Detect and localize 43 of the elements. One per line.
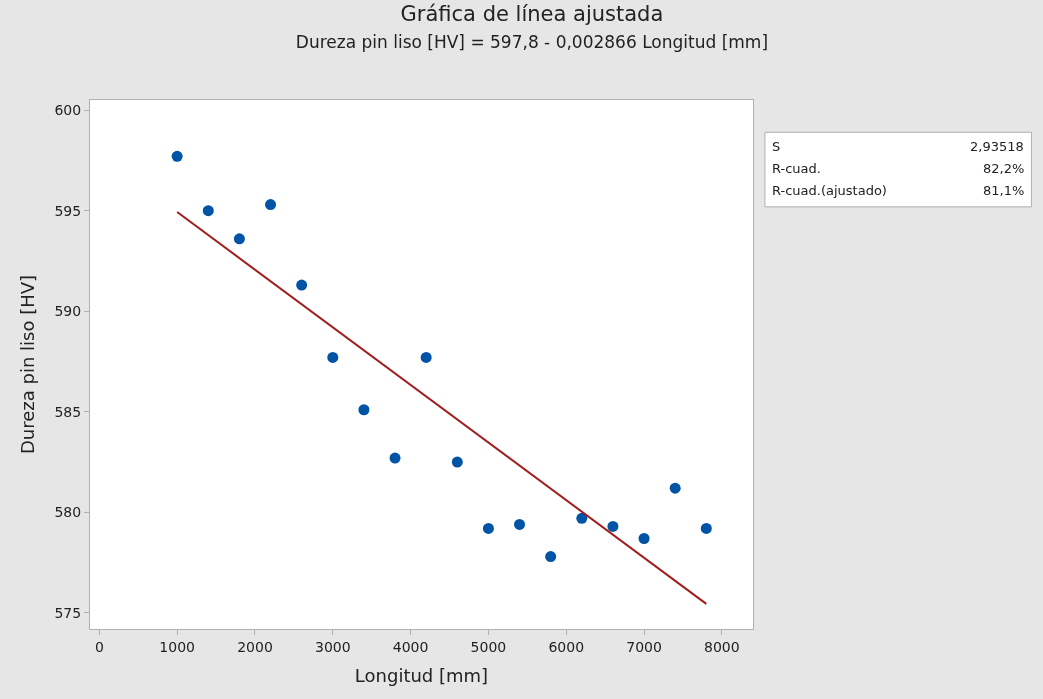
text: R-cuad. xyxy=(772,161,821,176)
x-tick-label: 6000 xyxy=(548,638,585,655)
point xyxy=(327,351,339,363)
text: R-cuad.(ajustado) xyxy=(772,183,887,198)
point xyxy=(420,351,432,363)
x-axis-title: Longitud [mm] xyxy=(354,664,489,686)
point xyxy=(482,522,494,534)
x-tick-label: 5000 xyxy=(470,638,507,655)
x-tick-label: 8000 xyxy=(704,638,740,655)
point xyxy=(296,279,308,291)
point xyxy=(607,520,619,532)
chart-subtitle: Dureza pin liso [HV] = 597,8 - 0,002866 Longitud [mm] xyxy=(295,32,769,53)
x-tick-label: 4000 xyxy=(392,638,429,655)
text: S xyxy=(772,139,781,154)
point xyxy=(265,199,277,211)
point xyxy=(700,522,712,534)
point xyxy=(389,452,401,464)
x-tick-label: 2000 xyxy=(237,638,273,655)
point xyxy=(451,456,463,468)
point xyxy=(358,404,370,416)
x-tick-label: 0 xyxy=(94,638,104,655)
text: 82,2% xyxy=(983,161,1025,176)
point xyxy=(545,551,557,563)
text: 81,1% xyxy=(983,183,1025,198)
point xyxy=(576,512,588,524)
point xyxy=(202,205,214,217)
y-axis-title: Dureza pin liso [HV] xyxy=(16,274,38,455)
y-tick-label: 595 xyxy=(54,202,82,219)
point xyxy=(233,233,245,245)
point xyxy=(638,532,650,544)
y-tick-label: 575 xyxy=(54,604,82,621)
chart-title: Gráfica de línea ajustada xyxy=(400,1,664,26)
point xyxy=(171,150,183,162)
y-tick-label: 600 xyxy=(54,101,82,118)
point xyxy=(514,518,526,530)
text: 2,93518 xyxy=(970,139,1024,154)
x-tick-label: 7000 xyxy=(626,638,662,655)
y-tick-label: 580 xyxy=(54,504,82,521)
y-tick-label: 585 xyxy=(54,403,82,420)
x-tick-label: 3000 xyxy=(314,638,351,655)
x-tick-label: 1000 xyxy=(159,638,195,655)
point xyxy=(669,482,681,494)
y-tick-label: 590 xyxy=(54,303,82,320)
